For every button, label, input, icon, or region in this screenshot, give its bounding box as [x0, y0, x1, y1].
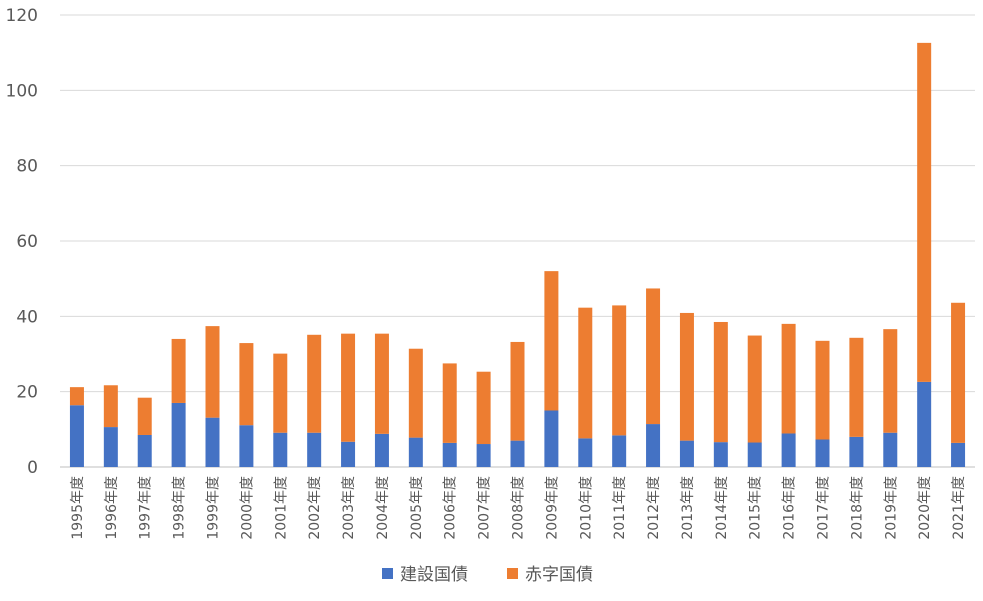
x-tick-label: 2021年度	[951, 476, 967, 540]
bar-deficit-bonds	[239, 343, 254, 426]
bar-deficit-bonds	[442, 363, 457, 443]
x-tick-label: 1999年度	[206, 476, 222, 540]
bar-deficit-bonds	[476, 371, 491, 445]
bar-construction-bonds	[307, 432, 322, 467]
x-tick-label: 2018年度	[849, 476, 865, 540]
x-tick-label: 1996年度	[104, 476, 120, 540]
legend: 建設国債 赤字国債	[382, 565, 593, 585]
bar-deficit-bonds	[612, 305, 627, 436]
y-tick-label: 120	[6, 6, 38, 26]
bar-deficit-bonds	[137, 397, 152, 435]
x-tick-label: 2020年度	[917, 476, 933, 540]
bar-construction-bonds	[205, 417, 220, 467]
bar-construction-bonds	[408, 437, 423, 467]
bar-construction-bonds	[815, 439, 830, 467]
bar-construction-bonds	[747, 442, 762, 467]
y-tick-label: 100	[6, 81, 38, 101]
x-tick-label: 2008年度	[511, 476, 527, 540]
bar-deficit-bonds	[815, 340, 830, 440]
bar-construction-bonds	[612, 435, 627, 467]
x-tick-label: 2019年度	[883, 476, 899, 540]
bar-deficit-bonds	[205, 326, 220, 418]
bar-construction-bonds	[103, 427, 118, 467]
bar-deficit-bonds	[374, 333, 389, 434]
bar-construction-bonds	[578, 438, 593, 467]
x-tick-label: 2004年度	[375, 476, 391, 540]
bar-construction-bonds	[713, 442, 728, 467]
bar-deficit-bonds	[273, 353, 288, 433]
x-tick-label: 2000年度	[239, 476, 255, 540]
bar-deficit-bonds	[408, 348, 423, 438]
bar-deficit-bonds	[544, 271, 559, 411]
legend-label: 赤字国債	[525, 565, 593, 585]
x-tick-label: 2009年度	[544, 476, 560, 540]
x-tick-label: 2005年度	[409, 476, 425, 540]
y-tick-label: 0	[27, 458, 38, 478]
bar-construction-bonds	[137, 434, 152, 467]
bar-deficit-bonds	[171, 338, 186, 403]
x-tick-label: 2016年度	[782, 476, 798, 540]
y-tick-label: 20	[16, 383, 38, 403]
x-tick-label: 2002年度	[307, 476, 323, 540]
bar-deficit-bonds	[781, 323, 796, 434]
bar-construction-bonds	[883, 432, 898, 467]
y-tick-label: 80	[16, 157, 38, 177]
x-tick-label: 2014年度	[714, 476, 730, 540]
legend-label: 建設国債	[400, 565, 468, 585]
bar-construction-bonds	[781, 433, 796, 467]
y-tick-label: 40	[16, 307, 38, 327]
x-tick-label: 2012年度	[646, 476, 662, 540]
bar-construction-bonds	[646, 424, 661, 467]
legend-swatch	[507, 568, 518, 579]
x-tick-label: 1998年度	[172, 476, 188, 540]
bar-deficit-bonds	[849, 337, 864, 437]
x-tick-label: 2015年度	[748, 476, 764, 540]
bar-deficit-bonds	[883, 329, 898, 433]
bars	[69, 42, 966, 467]
x-tick-label: 2010年度	[578, 476, 594, 540]
bar-deficit-bonds	[917, 42, 932, 382]
x-tick-label: 2013年度	[680, 476, 696, 540]
x-tick-label: 2017年度	[816, 476, 832, 540]
bar-construction-bonds	[442, 442, 457, 467]
bar-deficit-bonds	[951, 302, 966, 443]
x-tick-label: 2007年度	[477, 476, 493, 540]
bar-deficit-bonds	[646, 288, 661, 425]
x-tick-label: 1997年度	[138, 476, 154, 540]
bar-construction-bonds	[476, 444, 491, 467]
bar-construction-bonds	[374, 433, 389, 467]
bar-deficit-bonds	[510, 341, 525, 441]
bar-construction-bonds	[341, 441, 356, 467]
bar-deficit-bonds	[747, 335, 762, 443]
x-tick-label: 2011年度	[612, 476, 628, 540]
bar-construction-bonds	[849, 436, 864, 467]
y-axis-ticks: 0 20 40 60 80 100 120	[6, 6, 38, 478]
bar-construction-bonds	[679, 440, 694, 467]
x-tick-label: 2006年度	[443, 476, 459, 540]
bar-construction-bonds	[171, 402, 186, 467]
bar-deficit-bonds	[679, 312, 694, 441]
x-tick-label: 1995年度	[70, 476, 86, 540]
bar-construction-bonds	[510, 440, 525, 467]
bar-construction-bonds	[239, 425, 254, 467]
bar-deficit-bonds	[341, 333, 356, 442]
bar-construction-bonds	[951, 442, 966, 467]
bar-construction-bonds	[544, 410, 559, 467]
y-tick-label: 60	[16, 232, 38, 252]
bar-construction-bonds	[917, 381, 932, 467]
legend-swatch	[382, 568, 393, 579]
bar-deficit-bonds	[307, 334, 322, 433]
x-axis-ticks: 1995年度 1996年度 1997年度 1998年度 1999年度 2000年度 2001…	[70, 476, 967, 540]
bar-deficit-bonds	[713, 321, 728, 443]
bar-deficit-bonds	[578, 307, 593, 439]
bar-construction-bonds	[69, 405, 84, 467]
x-tick-label: 2001年度	[273, 476, 289, 540]
bar-deficit-bonds	[103, 385, 118, 428]
bar-construction-bonds	[273, 432, 288, 467]
bar-deficit-bonds	[69, 387, 84, 406]
x-tick-label: 2003年度	[341, 476, 357, 540]
